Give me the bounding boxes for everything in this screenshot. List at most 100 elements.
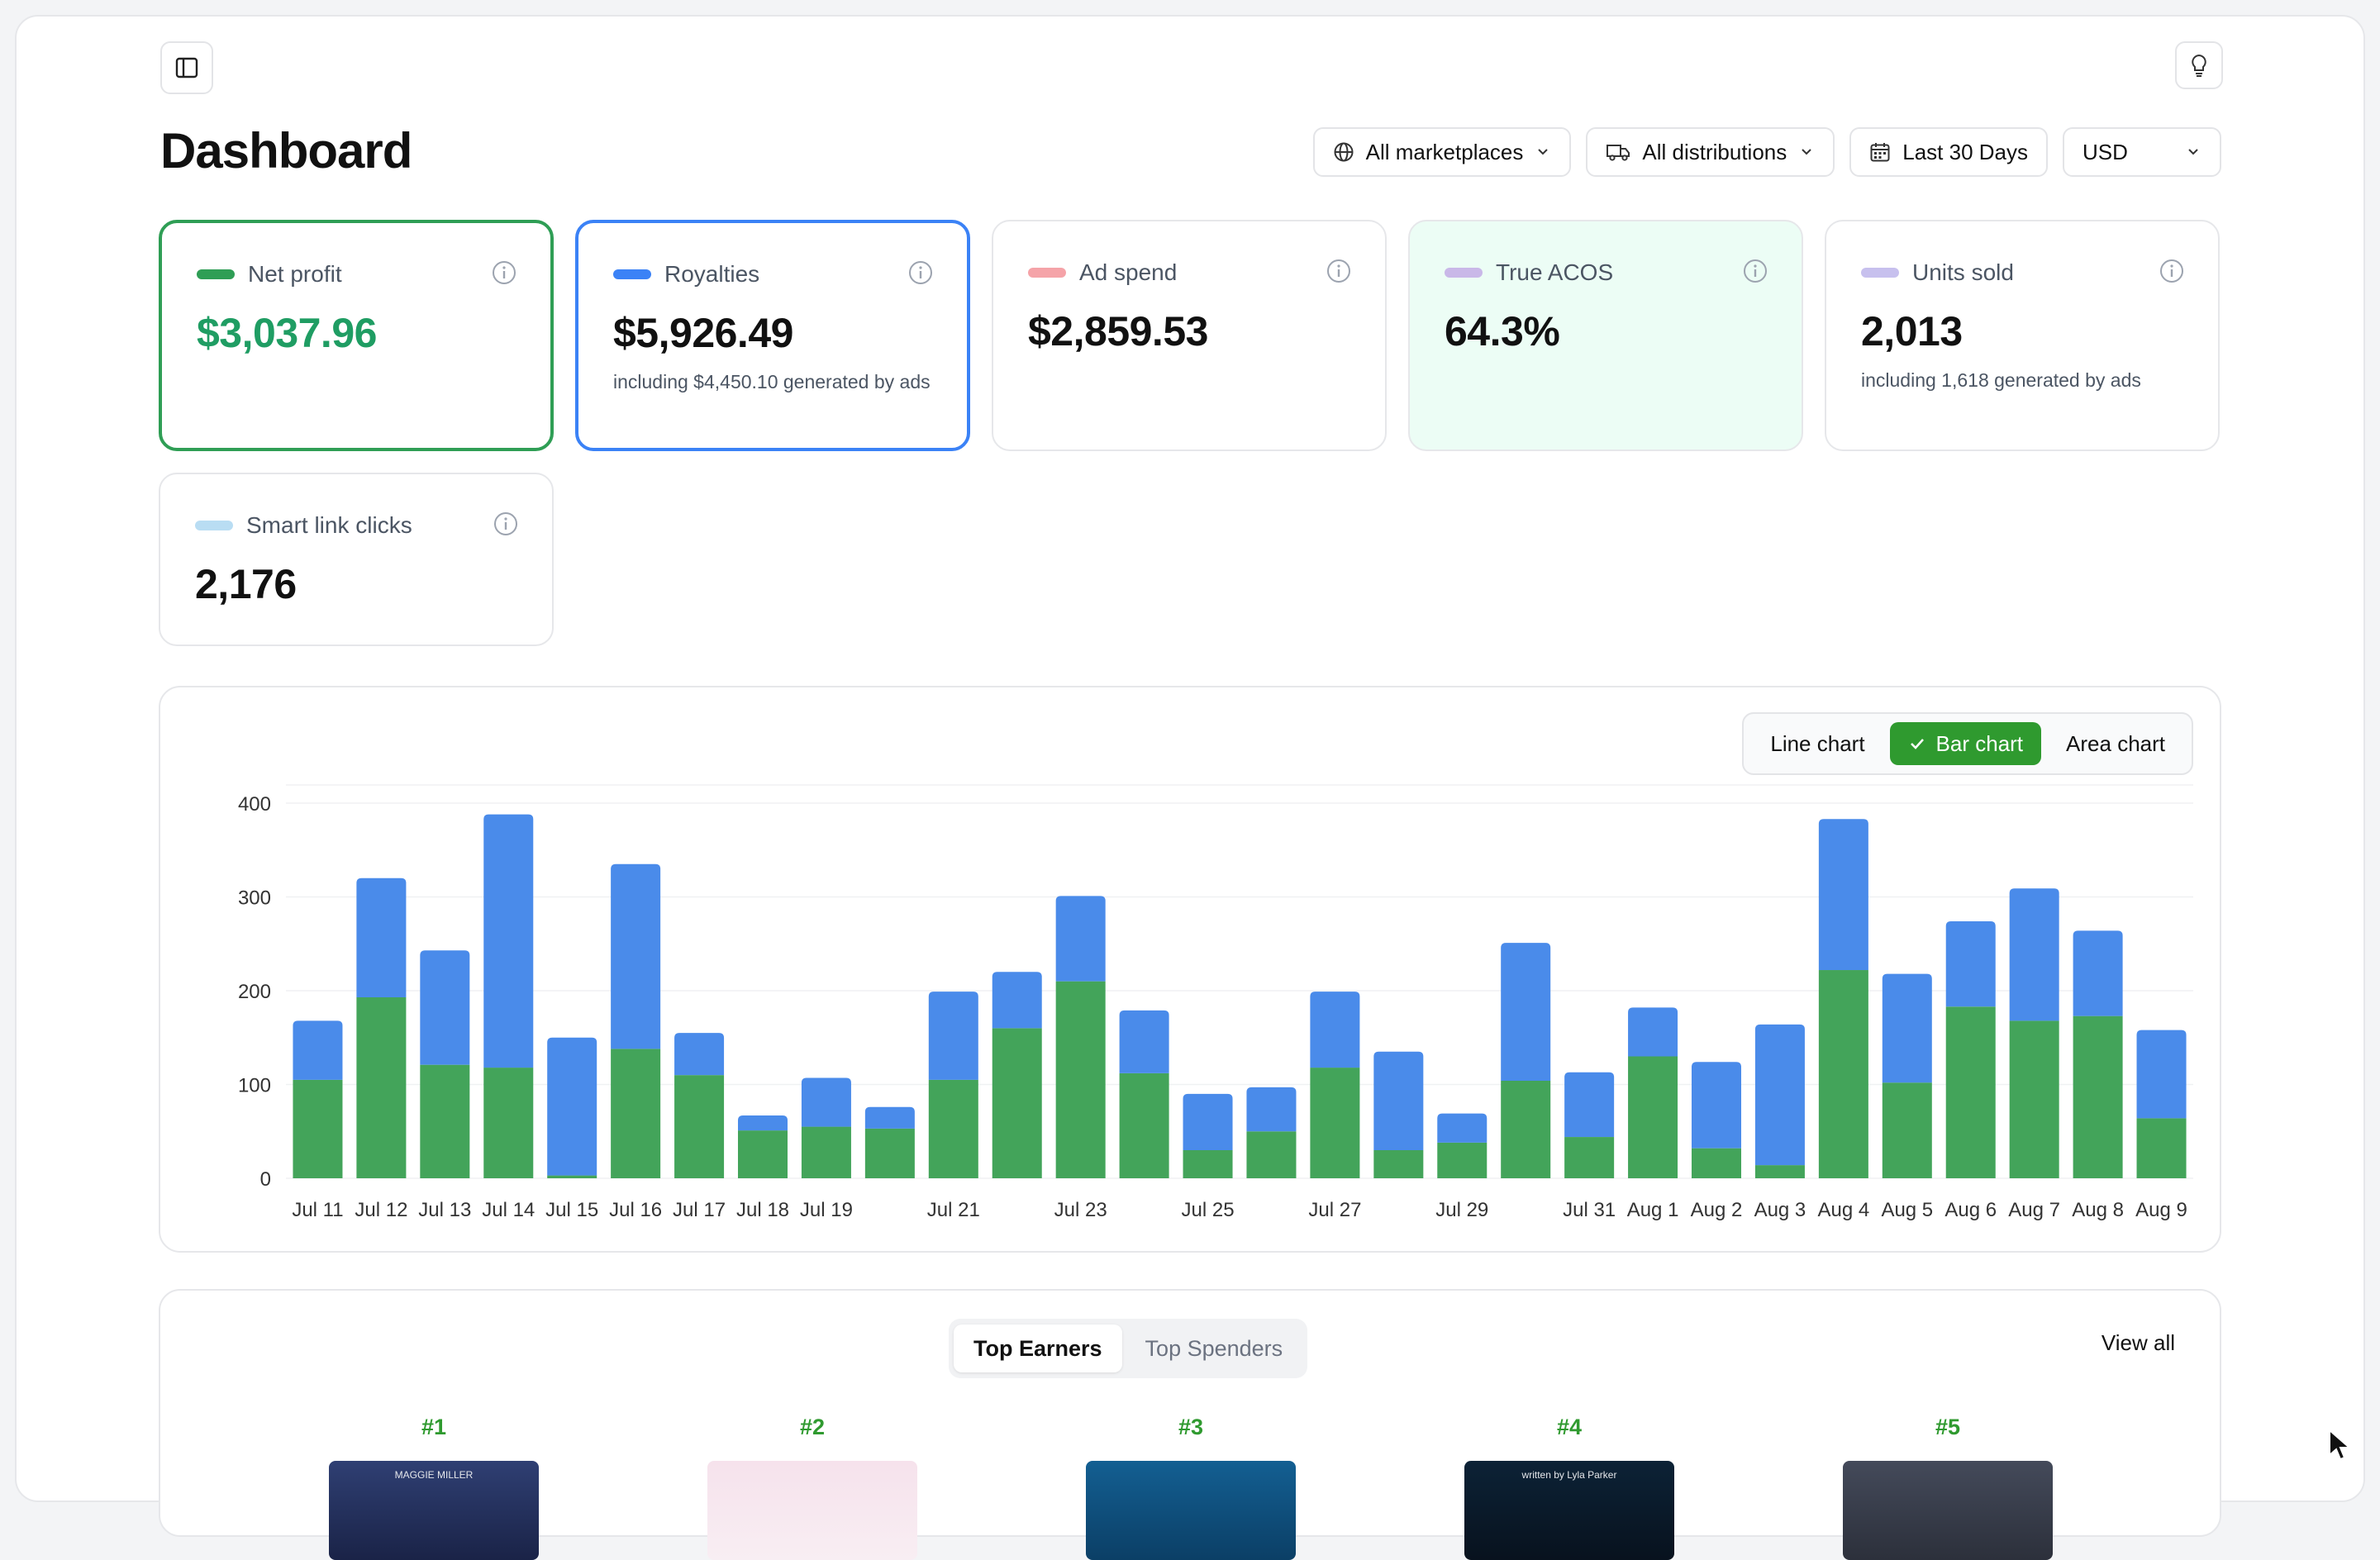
bar-segment-series-1[interactable] [1945,921,1996,1007]
metric-card-net-profit[interactable]: Net profit $3,037.96 [159,220,554,451]
bar-segment-series-0[interactable] [928,1079,978,1178]
bar-segment-series-0[interactable] [1882,1082,1932,1178]
bar-segment-series-1[interactable] [674,1033,725,1076]
bar-segment-series-0[interactable] [1818,970,1868,1178]
line-chart-option[interactable]: Line chart [1752,722,1883,765]
rank-label: #3 [1178,1415,1204,1439]
bar-segment-series-1[interactable] [483,814,534,1068]
bar-segment-series-0[interactable] [1246,1131,1297,1178]
bar-segment-series-0[interactable] [611,1049,661,1178]
calendar-icon [1870,143,1890,162]
book-cover[interactable]: written by Lyla Parker [1464,1461,1674,1560]
units-sold-swatch [1861,268,1899,278]
metric-value: $2,859.53 [1028,308,1208,354]
info-icon[interactable] [1326,258,1352,284]
area-chart-option[interactable]: Area chart [2048,722,2183,765]
bar-segment-series-1[interactable] [293,1020,343,1080]
bar-segment-series-1[interactable] [1564,1072,1615,1138]
bar-segment-series-1[interactable] [2009,888,2059,1021]
bar-segment-series-1[interactable] [1310,992,1360,1068]
bar-segment-series-1[interactable] [1882,973,1932,1083]
info-icon[interactable] [907,259,934,286]
bar-segment-series-1[interactable] [1691,1062,1742,1149]
bar-segment-series-1[interactable] [2073,930,2123,1016]
bar-segment-series-0[interactable] [420,1064,470,1178]
bar-segment-series-0[interactable] [1628,1056,1678,1178]
tab-top-spenders[interactable]: Top Spenders [1145,1335,1283,1361]
info-icon[interactable] [1742,258,1768,284]
bar-segment-series-0[interactable] [1754,1165,1805,1178]
bar-segment-series-1[interactable] [1437,1113,1488,1143]
bar-segment-series-1[interactable] [547,1037,597,1176]
bar-segment-series-0[interactable] [2009,1020,2059,1178]
bar-segment-series-0[interactable] [1373,1149,1424,1178]
bar-segment-series-1[interactable] [1754,1024,1805,1166]
metric-value: $5,926.49 [613,310,793,356]
bar-segment-series-1[interactable] [1055,896,1106,982]
bar-segment-series-0[interactable] [992,1028,1042,1178]
bar-chart-option[interactable]: Bar chart [1889,722,2042,765]
bar-segment-series-0[interactable] [483,1068,534,1178]
bar-segment-series-0[interactable] [1310,1068,1360,1178]
tab-top-earners[interactable]: Top Earners [954,1325,1122,1372]
date-range-button[interactable]: Last 30 Days [1849,127,2048,177]
bar-segment-series-0[interactable] [2073,1015,2123,1178]
bar-segment-series-0[interactable] [1055,981,1106,1178]
bar-segment-series-1[interactable] [1501,943,1551,1081]
chevron-down-icon [1802,149,1811,155]
view-all-link[interactable]: View all [2101,1330,2175,1355]
bar-segment-series-1[interactable] [864,1106,915,1129]
bar-segment-series-0[interactable] [356,996,407,1178]
bar-segment-series-0[interactable] [1691,1148,1742,1178]
bar-segment-series-0[interactable] [1945,1006,1996,1178]
marketplace-select[interactable]: All marketplaces [1312,127,1572,177]
bar-segment-series-1[interactable] [1246,1087,1297,1132]
bar-segment-series-0[interactable] [737,1130,788,1178]
bar-segment-series-0[interactable] [547,1175,597,1178]
book-cover[interactable] [1843,1461,2053,1560]
bar-segment-series-1[interactable] [1183,1093,1233,1150]
currency-select[interactable]: USD [2063,127,2221,177]
info-icon[interactable] [2159,258,2185,284]
metric-card-true-acos[interactable]: True ACOS 64.3% [1408,220,1803,451]
bar-segment-series-1[interactable] [801,1077,851,1127]
x-tick-label: Jul 27 [1308,1199,1361,1221]
book-cover[interactable] [1086,1461,1296,1560]
info-icon[interactable] [491,259,517,286]
bar-segment-series-1[interactable] [737,1115,788,1131]
rank-label: #1 [421,1415,447,1439]
bar-segment-series-0[interactable] [1437,1142,1488,1178]
bar-segment-series-1[interactable] [992,972,1042,1029]
sidebar-toggle-button[interactable] [160,41,213,94]
bar-segment-series-1[interactable] [420,950,470,1065]
metric-card-royalties[interactable]: Royalties $5,926.49 including $4,450.10 … [575,220,970,451]
bar-segment-series-0[interactable] [864,1128,915,1178]
bar-segment-series-0[interactable] [1119,1072,1169,1178]
bar-segment-series-1[interactable] [611,863,661,1049]
x-tick-label: Jul 21 [927,1199,980,1221]
bar-segment-series-0[interactable] [2136,1118,2187,1178]
book-cover[interactable] [707,1461,917,1560]
book-cover[interactable]: MAGGIE MILLER [329,1461,539,1560]
bar-segment-series-1[interactable] [1119,1010,1169,1073]
bar-segment-series-0[interactable] [801,1126,851,1178]
bar-segment-series-0[interactable] [293,1079,343,1178]
bar-segment-series-1[interactable] [1628,1007,1678,1057]
distribution-select[interactable]: All distributions [1586,127,1835,177]
metric-value: $3,037.96 [197,310,377,356]
bar-segment-series-1[interactable] [2136,1030,2187,1119]
tips-button[interactable] [2175,41,2223,89]
metric-card-ad-spend[interactable]: Ad spend $2,859.53 [992,220,1387,451]
bar-segment-series-1[interactable] [1373,1051,1424,1150]
bar-segment-series-0[interactable] [1564,1137,1615,1178]
x-tick-label: Jul 13 [418,1199,471,1221]
bar-segment-series-1[interactable] [356,878,407,997]
bar-segment-series-1[interactable] [928,992,978,1080]
bar-segment-series-1[interactable] [1818,819,1868,971]
bar-segment-series-0[interactable] [1183,1149,1233,1178]
bar-segment-series-0[interactable] [1501,1080,1551,1178]
metric-card-smart-link-clicks[interactable]: Smart link clicks 2,176 [159,473,554,646]
metric-card-units-sold[interactable]: Units sold 2,013 including 1,618 generat… [1825,220,2220,451]
bar-segment-series-0[interactable] [674,1075,725,1178]
info-icon[interactable] [493,511,519,537]
